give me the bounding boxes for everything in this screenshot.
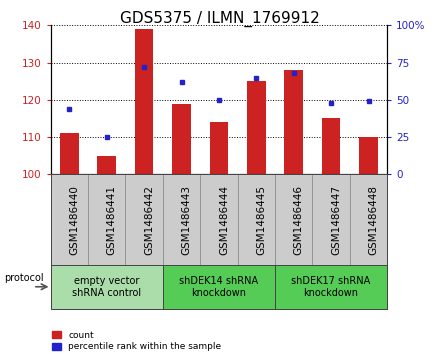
Text: empty vector
shRNA control: empty vector shRNA control [72, 276, 141, 298]
Bar [135, 29, 154, 174]
Text: GSM1486443: GSM1486443 [181, 185, 191, 254]
Bar [284, 70, 303, 174]
Bar [60, 133, 79, 174]
Bar [97, 156, 116, 174]
Text: shDEK17 shRNA
knockdown: shDEK17 shRNA knockdown [291, 276, 371, 298]
Bar [247, 81, 266, 174]
Bar [209, 122, 228, 174]
Text: GSM1486448: GSM1486448 [369, 185, 378, 254]
Bar [322, 118, 341, 174]
Text: GSM1486446: GSM1486446 [294, 185, 304, 254]
Text: protocol: protocol [4, 273, 44, 283]
Text: GSM1486444: GSM1486444 [219, 185, 229, 254]
Text: GDS5375 / ILMN_1769912: GDS5375 / ILMN_1769912 [120, 11, 320, 27]
Text: GSM1486440: GSM1486440 [70, 185, 79, 254]
Text: GSM1486442: GSM1486442 [144, 185, 154, 254]
Text: GSM1486441: GSM1486441 [107, 185, 117, 254]
Text: shDEK14 shRNA
knockdown: shDEK14 shRNA knockdown [180, 276, 258, 298]
Bar [359, 137, 378, 174]
Text: GSM1486445: GSM1486445 [257, 185, 266, 254]
Text: GSM1486447: GSM1486447 [331, 185, 341, 254]
Bar [172, 103, 191, 174]
Legend: count, percentile rank within the sample: count, percentile rank within the sample [48, 327, 225, 355]
